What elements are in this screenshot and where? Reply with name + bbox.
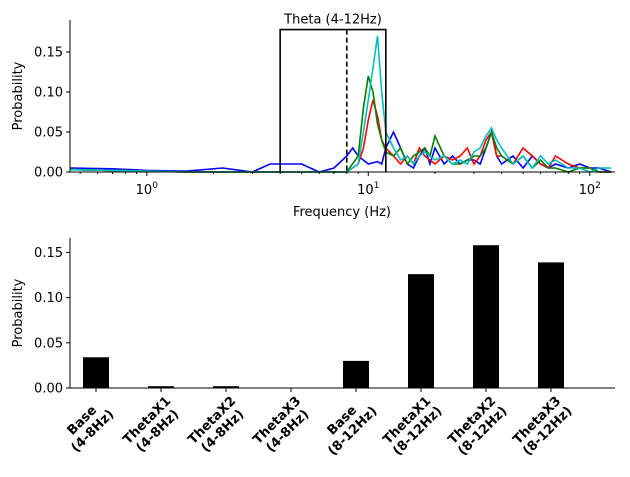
theta-band-label: Theta (4-12Hz) — [283, 13, 382, 28]
bar-5 — [343, 360, 369, 388]
bar-2 — [148, 386, 174, 388]
y-tick-label: 0.15 — [34, 46, 63, 61]
theta-band-box — [279, 28, 387, 172]
category-label: ThetaX2(8-12Hz) — [445, 393, 511, 459]
y-tick-label: 0.00 — [34, 166, 63, 181]
bar-chart: 0.00 0.05 0.10 0.15 Base(4-8Hz) ThetaX1(4-8H… — [11, 238, 615, 459]
theta-band-annotation: Theta (4-12Hz) — [279, 13, 387, 172]
bar-6 — [408, 274, 434, 388]
category-ticks: Base(4-8Hz) ThetaX1(4-8Hz) ThetaX2(4-8Hz) T… — [58, 388, 576, 459]
svg-text:Base(4-8Hz): Base(4-8Hz) — [58, 396, 117, 455]
y-ticks: 0.00 0.05 0.10 0.15 — [34, 46, 70, 181]
series-line-3 — [69, 75, 612, 173]
series-lines — [69, 35, 612, 173]
y-tick-label: 0.05 — [34, 126, 63, 141]
category-label: ThetaX2(4-8Hz) — [185, 394, 249, 458]
y-tick-label: 0.15 — [34, 246, 63, 261]
category-label: ThetaX1(4-8Hz) — [120, 394, 184, 458]
svg-text:ThetaX2(8-12Hz): ThetaX2(8-12Hz) — [445, 393, 511, 459]
y-axis-label: Probability — [11, 61, 26, 130]
y-axis-label: Probability — [11, 278, 26, 347]
y-tick-label: 0.10 — [34, 86, 63, 101]
x-tick-label: 100 — [136, 181, 159, 198]
y-ticks: 0.00 0.05 0.10 0.15 — [34, 246, 70, 397]
y-tick-label: 0.05 — [34, 336, 63, 351]
x-axis-label: Frequency (Hz) — [293, 205, 391, 220]
svg-text:ThetaX2(4-8Hz): ThetaX2(4-8Hz) — [185, 394, 249, 458]
category-label: ThetaX3(8-12Hz) — [510, 393, 576, 459]
spectrum-chart: Theta (4-12Hz) 0.000.050.100.15 100 101 10… — [11, 13, 615, 220]
x-tick-label: 102 — [579, 181, 601, 198]
bar-8 — [538, 262, 564, 388]
category-label: Base(4-8Hz) — [58, 396, 118, 456]
x-tick-label: 101 — [357, 181, 379, 198]
category-label: ThetaX3(4-8Hz) — [250, 394, 314, 458]
bar-1 — [83, 357, 109, 388]
category-label: ThetaX1(8-12Hz) — [380, 393, 446, 459]
svg-text:Base(8-12Hz): Base(8-12Hz) — [315, 393, 381, 459]
bar-3 — [213, 386, 239, 388]
x-ticks: 100 101 102 — [79, 172, 601, 198]
series-line-4 — [69, 35, 612, 173]
svg-text:ThetaX3(4-8Hz): ThetaX3(4-8Hz) — [250, 394, 314, 458]
svg-text:ThetaX3(8-12Hz): ThetaX3(8-12Hz) — [510, 393, 576, 459]
category-label: Base(8-12Hz) — [315, 393, 381, 459]
bars — [83, 245, 564, 388]
svg-text:ThetaX1(8-12Hz): ThetaX1(8-12Hz) — [380, 393, 446, 459]
svg-text:ThetaX1(4-8Hz): ThetaX1(4-8Hz) — [120, 394, 184, 458]
y-tick-label: 0.00 — [34, 382, 63, 397]
y-tick-label: 0.10 — [34, 291, 63, 306]
bar-7 — [473, 245, 499, 388]
